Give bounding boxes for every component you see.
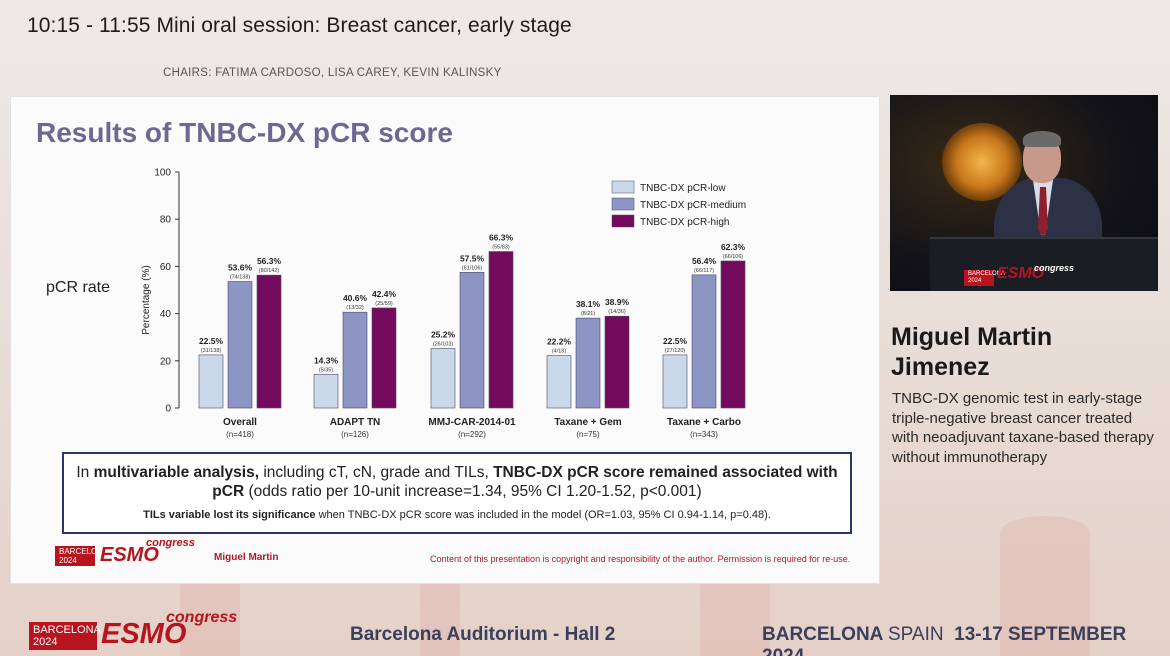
slide-author: Miguel Martin bbox=[214, 552, 279, 563]
bar-0-2 bbox=[256, 274, 282, 409]
y-tick-label: 80 bbox=[160, 215, 172, 226]
y-axis-title: Percentage (%) bbox=[141, 265, 152, 334]
bar-1-0 bbox=[313, 373, 339, 409]
speaker-hair bbox=[1023, 131, 1061, 147]
bar-value-label: 53.6% bbox=[228, 263, 253, 273]
session-title: 10:15 - 11:55 Mini oral session: Breast … bbox=[27, 14, 572, 37]
bar-fraction-label: (27/120) bbox=[665, 348, 686, 354]
speaker-video: BARCELONA 2024 ESMO congress bbox=[890, 95, 1158, 291]
bar-value-label: 14.3% bbox=[314, 355, 339, 365]
category-n-label: (n=343) bbox=[690, 430, 718, 439]
bar-value-label: 57.5% bbox=[460, 253, 485, 263]
slide-title: Results of TNBC-DX pCR score bbox=[36, 117, 453, 148]
bar-value-label: 38.1% bbox=[576, 299, 601, 309]
bar-fraction-label: (74/138) bbox=[230, 275, 251, 281]
category-n-label: (n=418) bbox=[226, 430, 254, 439]
bar-fraction-label: (26/103) bbox=[433, 342, 454, 348]
category-label: ADAPT TN bbox=[330, 417, 381, 428]
location-dates: BARCELONA SPAIN 13-17 SEPTEMBER 2024 bbox=[762, 624, 1127, 656]
bar-0-0 bbox=[198, 354, 224, 409]
bar-value-label: 22.5% bbox=[663, 336, 688, 346]
bar-2-1 bbox=[459, 272, 485, 409]
legend-entry: TNBC-DX pCR-medium bbox=[640, 200, 746, 211]
y-tick-label: 60 bbox=[160, 262, 172, 273]
bar-value-label: 25.2% bbox=[431, 330, 456, 340]
bar-value-label: 56.4% bbox=[692, 256, 717, 266]
y-tick-label: 100 bbox=[154, 168, 171, 179]
category-n-label: (n=75) bbox=[576, 430, 600, 439]
legend-entry: TNBC-DX pCR-high bbox=[640, 217, 729, 228]
category-label: Taxane + Carbo bbox=[667, 417, 741, 428]
bar-value-label: 56.3% bbox=[257, 256, 282, 266]
legend-swatch bbox=[611, 197, 635, 211]
category-label: Taxane + Gem bbox=[554, 417, 621, 428]
bar-3-0 bbox=[546, 355, 572, 409]
footer-esmo-logo: BARCELONA 2024 ESMO congress bbox=[29, 609, 237, 650]
bar-fraction-label: (80/142) bbox=[259, 268, 280, 274]
bar-fraction-label: (14/36) bbox=[608, 309, 626, 315]
bar-fraction-label: (4/18) bbox=[552, 349, 567, 355]
bar-fraction-label: (31/138) bbox=[201, 348, 222, 354]
y-tick-label: 0 bbox=[165, 404, 171, 415]
session-chairs: CHAIRS: FATIMA CARDOSO, LISA CAREY, KEVI… bbox=[163, 67, 502, 79]
bar-value-label: 62.3% bbox=[721, 242, 746, 252]
bar-1-2 bbox=[371, 307, 397, 409]
analysis-statement: In multivariable analysis, including cT,… bbox=[76, 464, 838, 500]
slide-esmo-logo: BARCELONA 2024 ESMO congress bbox=[55, 537, 195, 568]
bar-fraction-label: (66/117) bbox=[694, 268, 714, 274]
speaker-tie bbox=[1038, 187, 1048, 237]
bar-3-2 bbox=[604, 315, 630, 409]
bar-1-1 bbox=[342, 311, 368, 409]
bar-fraction-label: (8/21) bbox=[581, 311, 596, 317]
bar-value-label: 66.3% bbox=[489, 233, 514, 243]
bar-fraction-label: (13/32) bbox=[346, 305, 364, 311]
bar-fraction-label: (61/106) bbox=[462, 265, 483, 271]
pcr-rate-label: pCR rate bbox=[46, 279, 111, 296]
bar-4-2 bbox=[720, 260, 746, 409]
tils-statement: TILs variable lost its significance when… bbox=[143, 509, 771, 521]
category-n-label: (n=292) bbox=[458, 430, 486, 439]
pcr-bar-chart: 0 20 40 60 80 100 Percentage (%) 22.5% (31/138) 1… bbox=[141, 168, 746, 440]
background-lamp bbox=[942, 123, 1022, 201]
bar-4-0 bbox=[662, 354, 688, 409]
bar-value-label: 42.4% bbox=[372, 289, 397, 299]
category-label: Overall bbox=[223, 417, 257, 428]
bar-2-0 bbox=[430, 348, 456, 409]
bar-fraction-label: (55/83) bbox=[492, 245, 510, 251]
legend-swatch bbox=[611, 214, 635, 228]
copyright-notice: Content of this presentation is copyrigh… bbox=[430, 554, 851, 564]
bar-3-1 bbox=[575, 317, 601, 409]
bar-fraction-label: (66/106) bbox=[723, 254, 744, 260]
category-n-label: (n=126) bbox=[341, 430, 369, 439]
presentation-slide: Results of TNBC-DX pCR score pCR rate 0 2… bbox=[10, 96, 880, 584]
bar-value-label: 22.2% bbox=[547, 337, 572, 347]
bar-value-label: 38.9% bbox=[605, 297, 630, 307]
venue-label: Barcelona Auditorium - Hall 2 bbox=[350, 624, 616, 645]
lectern-esmo-logo: BARCELONA 2024 ESMO congress bbox=[964, 263, 1074, 289]
bar-4-1 bbox=[691, 274, 717, 409]
bar-fraction-label: (25/59) bbox=[375, 301, 393, 307]
talk-description: TNBC-DX genomic test in early-stage trip… bbox=[892, 390, 1154, 466]
bar-0-1 bbox=[227, 281, 253, 409]
bar-value-label: 22.5% bbox=[199, 336, 224, 346]
legend-swatch bbox=[611, 180, 635, 194]
legend-entry: TNBC-DX pCR-low bbox=[640, 183, 726, 194]
y-tick-label: 40 bbox=[160, 309, 172, 320]
category-label: MMJ-CAR-2014-01 bbox=[428, 417, 516, 428]
bar-fraction-label: (5/35) bbox=[319, 367, 334, 373]
bar-2-2 bbox=[488, 251, 514, 409]
y-tick-label: 20 bbox=[160, 356, 172, 367]
multivariable-analysis-box: In multivariable analysis, including cT,… bbox=[62, 452, 852, 534]
bar-value-label: 40.6% bbox=[343, 293, 368, 303]
speaker-name: Miguel Martin Jimenez bbox=[891, 323, 1053, 381]
